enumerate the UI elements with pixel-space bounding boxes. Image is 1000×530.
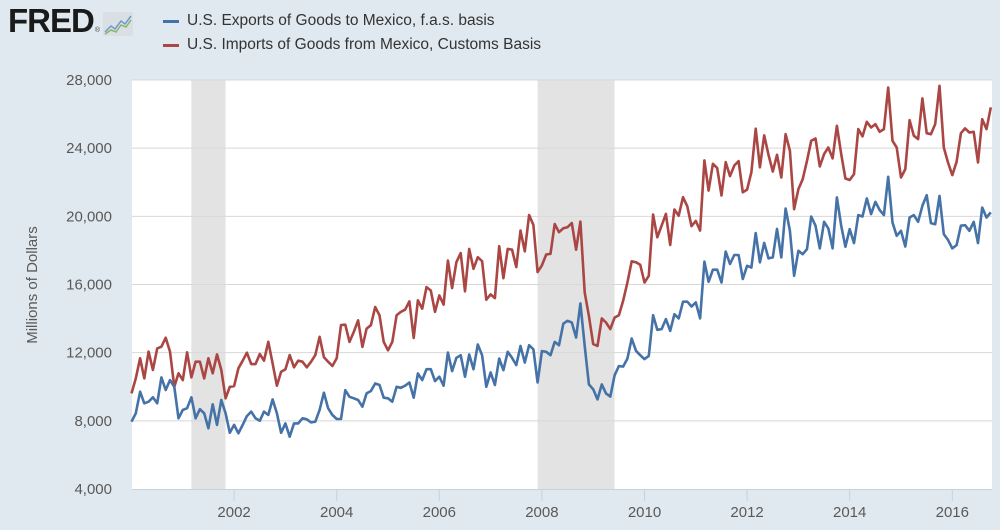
- legend-swatch-imports: [163, 43, 179, 47]
- x-tick-label: 2016: [936, 504, 969, 521]
- x-tick-label: 2014: [833, 504, 866, 521]
- chart-legend: U.S. Exports of Goods to Mexico, f.a.s. …: [163, 9, 541, 57]
- y-tick-label: 24,000: [66, 140, 112, 157]
- x-tick-label: 2006: [423, 504, 456, 521]
- y-tick-label: 12,000: [66, 345, 112, 362]
- x-tick-label: 2008: [525, 504, 558, 521]
- series-line-exports[interactable]: [130, 175, 992, 439]
- series-lines: [130, 84, 993, 439]
- y-axis-title: Millions of Dollars: [24, 226, 41, 344]
- x-axis-ticks: 2002 2004 2006 2008 2010 2012 2014 2016: [132, 489, 992, 521]
- legend-label-imports: U.S. Imports of Goods from Mexico, Custo…: [187, 36, 542, 53]
- x-tick-label: 2002: [217, 504, 250, 521]
- x-tick-label: 2004: [320, 504, 353, 521]
- y-tick-label: 28,000: [66, 72, 112, 89]
- gridlines: [132, 79, 992, 422]
- y-axis-ticks: 4,000 8,000 12,000 16,000 20,000 24,000 28,000: [66, 72, 112, 498]
- y-tick-label: 8,000: [74, 413, 112, 430]
- series-line-imports[interactable]: [130, 84, 993, 400]
- legend-item-exports[interactable]: U.S. Exports of Goods to Mexico, f.a.s. …: [163, 9, 541, 33]
- fred-line-graph-icon: [103, 12, 134, 36]
- x-tick-label: 2010: [628, 504, 661, 521]
- fred-logo[interactable]: FRED ®: [8, 2, 134, 39]
- legend-swatch-exports: [163, 19, 179, 23]
- registered-mark: ®: [94, 27, 101, 34]
- y-tick-label: 20,000: [66, 208, 112, 225]
- y-tick-label: 16,000: [66, 277, 112, 294]
- fred-logo-text: FRED: [8, 2, 95, 39]
- x-tick-label: 2012: [730, 504, 763, 521]
- y-tick-label: 4,000: [74, 481, 112, 498]
- legend-item-imports[interactable]: U.S. Imports of Goods from Mexico, Custo…: [163, 33, 541, 57]
- legend-label-exports: U.S. Exports of Goods to Mexico, f.a.s. …: [187, 12, 495, 29]
